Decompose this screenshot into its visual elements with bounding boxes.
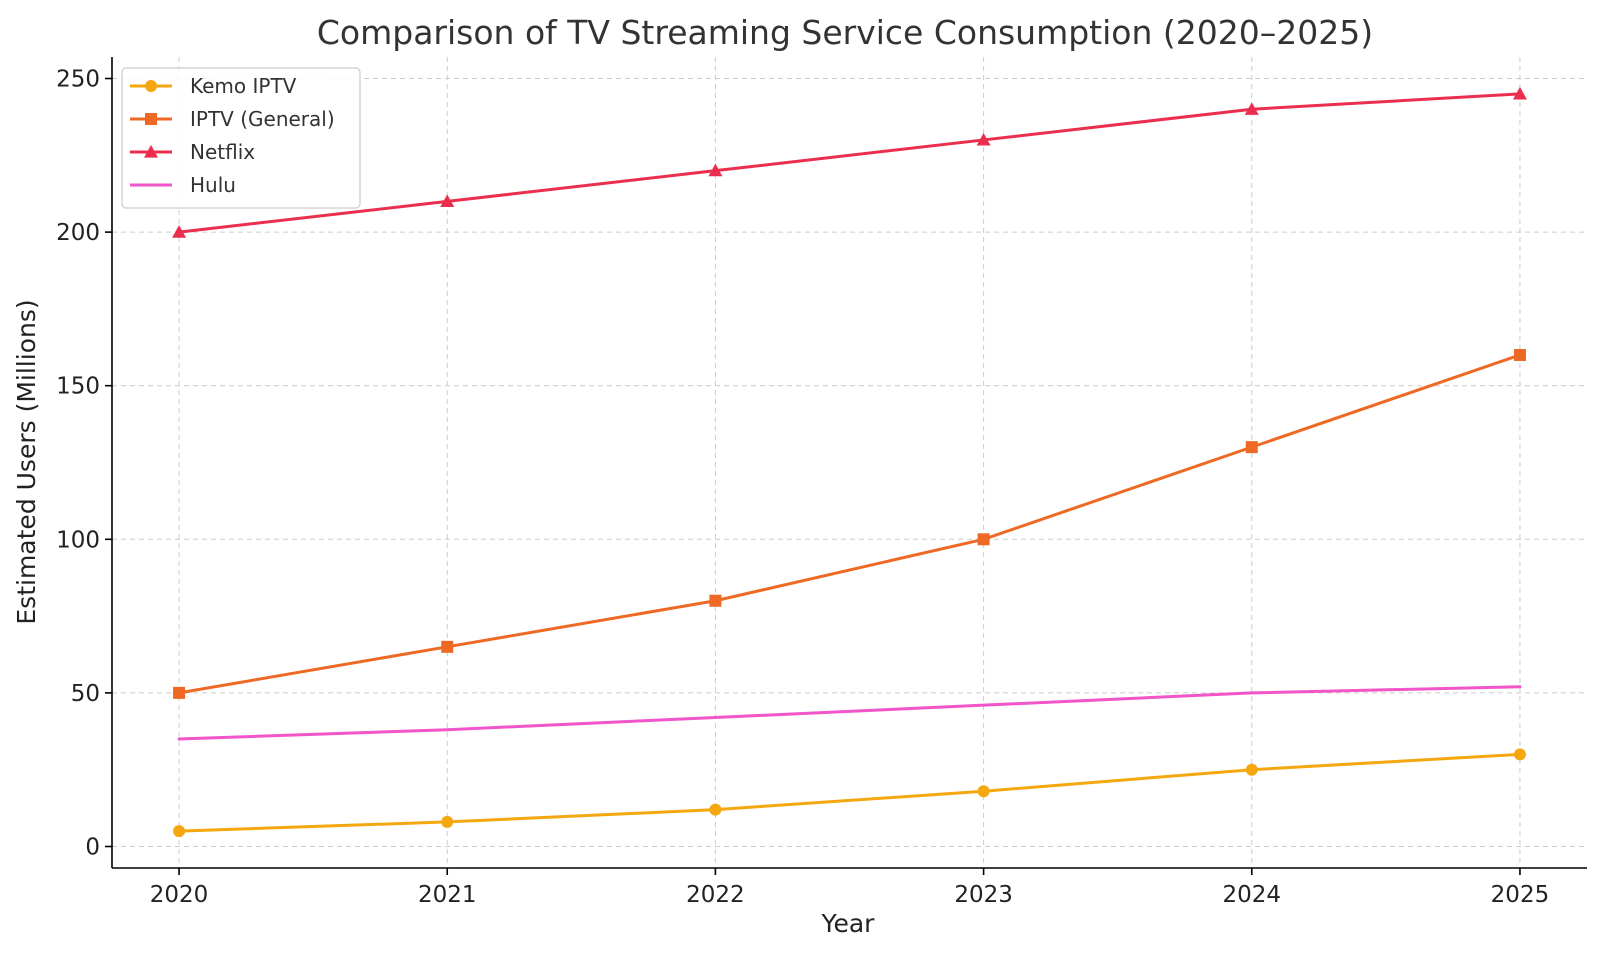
y-tick-label: 50	[71, 681, 100, 707]
y-tick-label: 100	[56, 527, 100, 553]
data-point	[1245, 763, 1258, 776]
series-hulu	[177, 685, 1522, 741]
data-point	[1513, 348, 1526, 361]
x-tick-label: 2025	[1491, 882, 1550, 908]
data-point	[441, 640, 454, 653]
legend-item: Netflix	[130, 140, 255, 164]
data-point	[173, 825, 186, 838]
data-point	[145, 80, 157, 92]
data-point	[709, 594, 722, 607]
series-line	[177, 92, 1522, 234]
y-axis-label: Estimated Users (Millions)	[12, 299, 41, 624]
series-iptv-general	[173, 348, 1526, 699]
data-point	[1244, 102, 1259, 115]
series-line	[177, 752, 1522, 833]
chart-title: Comparison of TV Streaming Service Consu…	[317, 13, 1373, 52]
tick-labels: 2020 2021 2022 2023 2024 2025 0 50 100 150 200 250	[56, 67, 1549, 908]
legend-label: Kemo IPTV	[190, 74, 297, 98]
series-line	[177, 685, 1522, 741]
legend: Kemo IPTV IPTV (General) Netflix Hulu	[121, 67, 361, 209]
x-tick-label: 2020	[150, 882, 209, 908]
x-tick-label: 2024	[1222, 882, 1281, 908]
data-point	[144, 145, 158, 158]
legend-label: Netflix	[190, 140, 255, 164]
y-tick-label: 0	[85, 834, 100, 860]
data-point	[441, 815, 454, 828]
legend-item: Kemo IPTV	[130, 74, 297, 98]
data-point	[1512, 86, 1527, 100]
data-point	[440, 194, 455, 207]
series-netflix	[172, 86, 1527, 238]
series-kemo-iptv	[173, 748, 1526, 838]
x-tick-label: 2022	[686, 882, 745, 908]
data-point	[709, 803, 722, 816]
series-lines	[172, 86, 1527, 838]
data-point	[977, 533, 990, 546]
x-tick-label: 2023	[954, 882, 1013, 908]
legend-label: IPTV (General)	[190, 107, 335, 131]
y-tick-label: 200	[56, 220, 100, 246]
axes	[111, 57, 1587, 869]
data-point	[977, 785, 990, 798]
legend-label: Hulu	[190, 173, 236, 197]
data-point	[173, 686, 186, 699]
y-tick-label: 150	[56, 374, 100, 400]
data-point	[976, 132, 991, 146]
x-tick-label: 2021	[418, 882, 477, 908]
data-point	[145, 113, 157, 125]
legend-item: Hulu	[130, 173, 236, 197]
data-point	[708, 163, 723, 177]
legend-box	[121, 67, 361, 209]
data-point	[1245, 441, 1258, 454]
data-point	[172, 225, 187, 238]
legend-item: IPTV (General)	[130, 107, 335, 131]
data-point	[1513, 748, 1526, 761]
x-axis-label: Year	[821, 909, 876, 938]
y-tick-label: 250	[56, 67, 100, 93]
series-line	[177, 353, 1522, 695]
